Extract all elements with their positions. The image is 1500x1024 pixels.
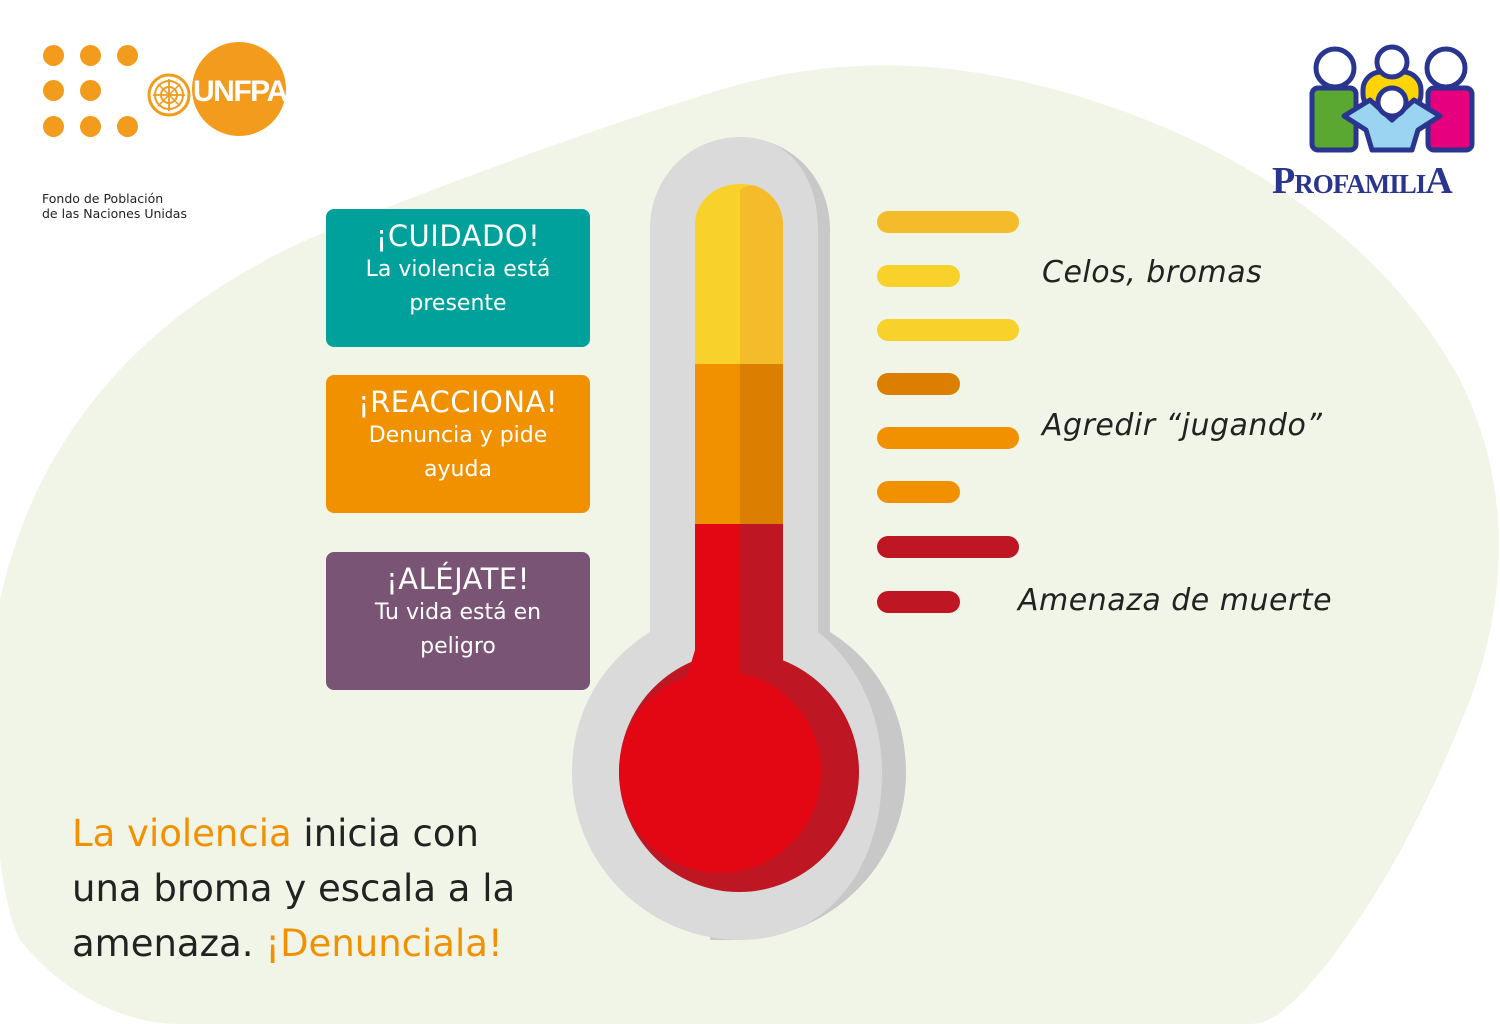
message-line: amenaza. ¡Denunciala! <box>72 916 632 971</box>
profamilia-wordmark-final: A <box>1425 160 1452 202</box>
logo-dot <box>117 116 138 137</box>
profamilia-wordmark: PROFAMILIA <box>1272 159 1453 203</box>
scale-bar-long <box>877 319 1019 341</box>
alert-alejate: ¡ALÉJATE! Tu vida está en peligro <box>326 552 590 690</box>
logo-dot <box>80 80 101 101</box>
scale-label-celos: Celos, bromas <box>1042 255 1263 290</box>
alert-body-line: Denuncia y pide <box>368 423 548 448</box>
alert-title: ¡ALÉJATE! <box>386 562 530 596</box>
profamilia-wordmark-initial: P <box>1272 160 1295 202</box>
scale-bar-short <box>877 481 960 503</box>
profamilia-wordmark-middle: ROFAMILI <box>1294 169 1426 199</box>
alert-title: ¡REACCIONA! <box>358 385 558 419</box>
closing-message: La violencia inicia con una broma y esca… <box>72 806 632 971</box>
logo-dot <box>43 80 64 101</box>
scale-label-amenaza: Amenaza de muerte <box>1018 583 1333 618</box>
profamilia-logo: PROFAMILIA <box>1268 42 1488 202</box>
message-text: amenaza. <box>72 922 266 965</box>
logo-dot <box>80 116 101 137</box>
message-line: una broma y escala a la <box>72 867 516 910</box>
un-emblem-icon <box>147 73 191 117</box>
logo-dot <box>117 45 138 66</box>
message-text: inicia con <box>291 812 479 855</box>
scale-label-agredir: Agredir “jugando” <box>1042 408 1323 443</box>
alert-body-line: Tu vida está en <box>374 600 542 625</box>
alert-reacciona: ¡REACCIONA! Denuncia y pide ayuda <box>326 375 590 513</box>
unfpa-wordmark: UNFPA <box>193 75 288 108</box>
scale-bar-long <box>877 211 1019 233</box>
logo-dot <box>43 45 64 66</box>
unfpa-subtitle: Fondo de Población de las Naciones Unida… <box>42 191 187 221</box>
scale-bar-long <box>877 536 1019 558</box>
message-line: La violencia inicia con <box>72 806 632 861</box>
unfpa-subtitle-line: de las Naciones Unidas <box>42 206 187 221</box>
scale-bar-short <box>877 591 960 613</box>
alert-cuidado: ¡CUIDADO! La violencia está presente <box>326 209 590 347</box>
scale-bar-long <box>877 427 1019 449</box>
scale-bar-short <box>877 265 960 287</box>
scale-bar-short <box>877 373 960 395</box>
message-accent: La violencia <box>72 812 292 855</box>
unfpa-circle <box>192 42 286 136</box>
alert-body-line: ayuda <box>424 457 492 482</box>
logo-dot <box>80 45 101 66</box>
alert-body-line: presente <box>409 291 507 316</box>
alert-body-line: peligro <box>420 634 496 659</box>
logo-dot <box>43 116 64 137</box>
family-icon <box>1309 44 1475 153</box>
alert-title: ¡CUIDADO! <box>375 219 541 253</box>
alert-body-line: La violencia está <box>365 257 551 282</box>
unfpa-subtitle-line: Fondo de Población <box>42 191 164 206</box>
message-accent: ¡Denunciala! <box>265 922 503 965</box>
unfpa-logo: UNFPA <box>40 42 288 142</box>
